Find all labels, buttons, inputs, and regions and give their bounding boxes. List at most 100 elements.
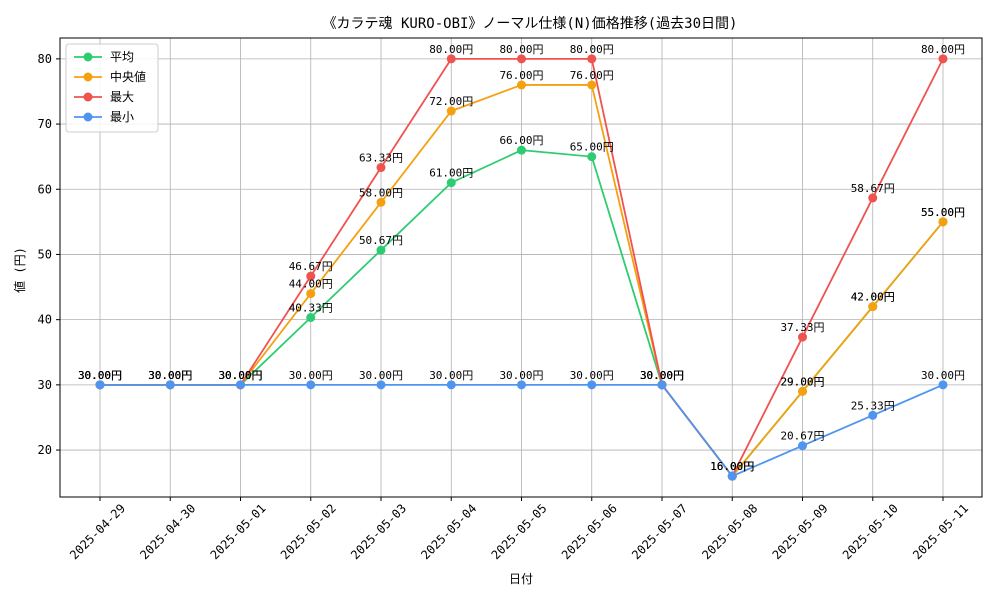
data-label: 30.00円	[499, 369, 543, 382]
data-label: 58.00円	[359, 186, 403, 199]
data-point	[446, 380, 456, 390]
data-label: 30.00円	[218, 369, 262, 382]
series-lines	[95, 54, 948, 481]
x-tick-label: 2025-05-03	[348, 501, 409, 562]
x-tick-label: 2025-05-10	[840, 501, 901, 562]
legend-label: 中央値	[110, 69, 146, 84]
x-tick-label: 2025-05-04	[418, 501, 479, 562]
data-point	[517, 380, 526, 390]
data-point	[165, 380, 175, 390]
data-label: 30.00円	[640, 369, 684, 382]
data-point	[376, 245, 386, 255]
data-label: 30.00円	[78, 369, 122, 382]
data-label: 30.00円	[218, 369, 262, 382]
data-label: 16.00円	[710, 460, 754, 473]
data-point	[868, 410, 878, 420]
y-tick-label: 80	[38, 52, 52, 66]
data-point	[938, 380, 948, 390]
data-label: 42.00円	[851, 291, 895, 304]
data-label: 66.00円	[499, 134, 543, 147]
chart-title: 《カラテ魂 KURO-OBI》ノーマル仕様(N)価格推移(過去30日間)	[323, 16, 738, 32]
data-point	[868, 193, 878, 203]
data-point	[868, 302, 878, 312]
legend-label: 平均	[110, 50, 134, 64]
data-label: 55.00円	[921, 206, 965, 219]
data-point	[587, 152, 597, 162]
data-point	[95, 380, 105, 390]
data-label: 16.00円	[710, 460, 754, 473]
y-tick-label: 20	[38, 443, 52, 457]
data-label: 58.67円	[851, 182, 895, 195]
data-point	[446, 54, 456, 64]
data-point	[587, 380, 597, 390]
data-point	[306, 289, 316, 299]
data-point	[306, 313, 316, 323]
data-label: 46.67円	[289, 260, 333, 273]
data-label: 30.00円	[148, 369, 192, 382]
data-label: 76.00円	[499, 69, 543, 82]
data-label: 30.00円	[148, 369, 192, 382]
data-point	[306, 271, 316, 281]
data-label: 30.00円	[218, 369, 262, 382]
x-tick-label: 2025-04-30	[137, 501, 198, 562]
data-label: 30.00円	[570, 369, 614, 382]
data-label: 80.00円	[429, 43, 473, 56]
data-label: 30.00円	[429, 369, 473, 382]
data-label: 55.00円	[921, 206, 965, 219]
data-label: 29.00円	[780, 375, 824, 388]
data-label: 16.00円	[710, 460, 754, 473]
data-label: 44.00円	[289, 278, 333, 291]
data-label: 30.00円	[359, 369, 403, 382]
data-label: 63.33円	[359, 152, 403, 165]
data-point	[587, 54, 597, 64]
data-label: 30.00円	[148, 369, 192, 382]
data-point	[798, 386, 807, 396]
data-point	[727, 471, 737, 481]
x-tick-label: 2025-05-02	[278, 501, 339, 562]
x-tick-label: 2025-05-07	[629, 501, 690, 562]
legend-marker	[83, 72, 93, 82]
x-tick-label: 2025-05-11	[910, 501, 971, 562]
data-label: 80.00円	[499, 43, 543, 56]
x-tick-label: 2025-05-05	[489, 501, 550, 562]
data-label: 50.67円	[359, 234, 403, 247]
legend-label: 最小	[110, 110, 134, 124]
data-label: 30.00円	[218, 369, 262, 382]
data-point	[587, 80, 597, 90]
data-label: 30.00円	[289, 369, 333, 382]
x-tick-label: 2025-05-06	[559, 501, 620, 562]
data-label: 29.00円	[780, 375, 824, 388]
legend-marker	[83, 92, 93, 102]
data-point	[798, 441, 807, 451]
x-tick-label: 2025-05-09	[770, 501, 831, 562]
data-point	[657, 380, 667, 390]
data-point	[236, 380, 245, 390]
y-tick-label: 70	[38, 117, 52, 131]
data-point	[446, 106, 456, 116]
data-label: 42.00円	[851, 291, 895, 304]
y-axis-label: 値 (円)	[12, 247, 27, 293]
data-label: 30.00円	[78, 369, 122, 382]
data-point	[517, 80, 526, 90]
data-point	[938, 54, 948, 64]
data-point	[446, 178, 456, 188]
x-axis-label: 日付	[509, 572, 533, 586]
legend-marker	[83, 52, 93, 62]
data-label: 30.00円	[78, 369, 122, 382]
y-tick-label: 60	[38, 182, 52, 196]
data-label: 76.00円	[570, 69, 614, 82]
data-point	[517, 145, 526, 155]
data-label: 40.33円	[289, 302, 333, 315]
data-label: 30.00円	[640, 369, 684, 382]
data-label: 80.00円	[570, 43, 614, 56]
legend-label: 最大	[110, 90, 134, 104]
x-tick-label: 2025-05-08	[699, 501, 760, 562]
data-point	[306, 380, 316, 390]
data-label: 61.00円	[429, 167, 473, 180]
x-tick-label: 2025-05-01	[208, 501, 269, 562]
data-label: 30.00円	[78, 369, 122, 382]
